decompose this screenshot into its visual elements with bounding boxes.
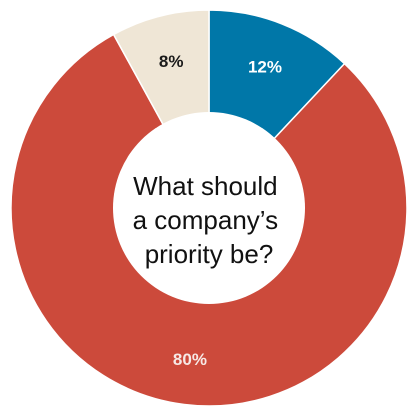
slice-label-3: 8% (159, 52, 184, 71)
center-title-line-3: priority be? (145, 239, 274, 269)
slice-label-2: 80% (173, 350, 207, 369)
slice-labels-layer: 12% 80% 8% (159, 52, 282, 369)
center-title: What should a company’s priority be? (133, 171, 286, 269)
center-title-line-1: What should (133, 171, 278, 201)
center-title-line-2: a company’s (133, 205, 279, 235)
donut-center-hole (113, 112, 305, 304)
slice-label-1: 12% (248, 58, 282, 77)
